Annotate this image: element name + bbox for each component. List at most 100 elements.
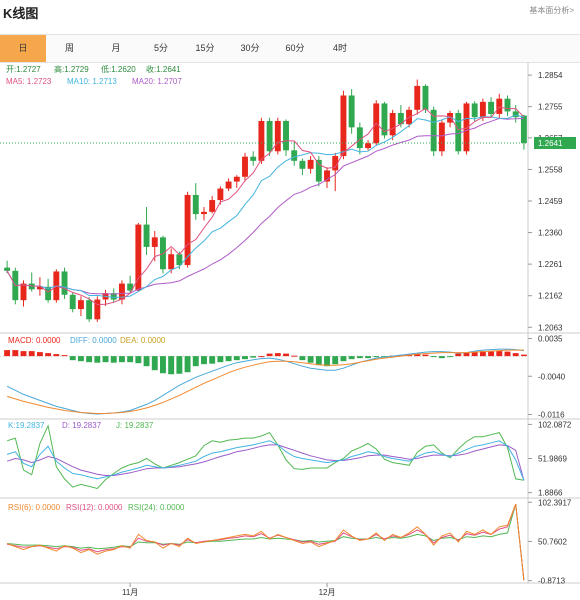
macd-bar bbox=[488, 351, 495, 357]
tab-day[interactable]: 日 bbox=[0, 35, 46, 62]
candle-body bbox=[233, 176, 240, 182]
candle-body bbox=[135, 224, 142, 291]
price-axis-tick-label: 1.2558 bbox=[538, 165, 563, 174]
rsi24-label: RSI(24): 0.0000 bbox=[128, 503, 185, 512]
macd-bar bbox=[69, 356, 76, 361]
candle-body bbox=[488, 101, 495, 114]
candle-body bbox=[242, 156, 248, 177]
price-axis-tick-label: 1.2459 bbox=[538, 197, 563, 206]
macd-bar bbox=[225, 356, 232, 362]
macd-bar bbox=[168, 356, 175, 375]
candle-body bbox=[365, 143, 371, 149]
macd-bar bbox=[471, 352, 478, 357]
tab-60min[interactable]: 60分 bbox=[285, 43, 305, 53]
tab-5min[interactable]: 5分 bbox=[153, 43, 168, 53]
candle-body bbox=[340, 95, 347, 157]
tab-week[interactable]: 周 bbox=[64, 43, 74, 53]
candle-body bbox=[291, 150, 298, 161]
macd-bar bbox=[201, 356, 207, 365]
candle-body bbox=[356, 127, 363, 149]
macd-bar bbox=[274, 353, 281, 357]
candle-body bbox=[86, 300, 93, 320]
macd-bar bbox=[45, 353, 52, 357]
macd-bar bbox=[61, 355, 68, 357]
page-title: K线图 bbox=[3, 6, 39, 21]
candle-body bbox=[168, 254, 175, 270]
macd-bar bbox=[496, 351, 503, 357]
candle-body bbox=[504, 98, 511, 112]
macd-axis-tick-label: -0.0040 bbox=[538, 372, 566, 381]
time-axis-tick-label: 12月 bbox=[319, 588, 336, 597]
j-line bbox=[6, 424, 524, 490]
macd-bar bbox=[135, 356, 142, 364]
macd-bar bbox=[422, 354, 429, 357]
candle-body bbox=[283, 120, 289, 151]
macd-axis-tick-label: 0.0035 bbox=[538, 335, 563, 344]
dea-label: DEA: 0.0000 bbox=[120, 336, 166, 345]
macd-bar bbox=[479, 351, 486, 357]
macd-bar bbox=[291, 355, 298, 357]
ma5-line bbox=[6, 106, 525, 306]
ma10-line bbox=[6, 114, 525, 298]
fundamental-analysis-link[interactable]: 基本面分析> bbox=[529, 6, 574, 15]
candle-body bbox=[127, 283, 134, 291]
candle-body bbox=[45, 286, 52, 301]
macd-bar bbox=[438, 356, 445, 359]
macd-bar bbox=[332, 356, 339, 365]
macd-bar bbox=[160, 356, 166, 374]
tab-30min[interactable]: 30分 bbox=[240, 43, 260, 53]
tab-15min[interactable]: 15分 bbox=[195, 43, 215, 53]
period-tab-bar: 日 周 月 5分 15分 30分 60分 4时 bbox=[0, 34, 580, 63]
macd-bar bbox=[28, 351, 35, 357]
candle-body bbox=[118, 283, 125, 300]
candle-body bbox=[430, 109, 437, 152]
macd-bar bbox=[242, 356, 248, 360]
macd-bar bbox=[299, 356, 306, 361]
candle-body bbox=[266, 120, 273, 152]
current-price-tag bbox=[534, 136, 576, 149]
macd-bar bbox=[110, 356, 117, 363]
macd-bar bbox=[414, 354, 421, 357]
tab-4hour[interactable]: 4时 bbox=[332, 43, 347, 53]
candle-body bbox=[4, 267, 11, 271]
macd-bar bbox=[127, 356, 134, 363]
dif-line bbox=[6, 348, 524, 415]
candle-body bbox=[61, 271, 68, 295]
j-label: J: 19.2837 bbox=[116, 421, 154, 430]
macd-bar bbox=[20, 351, 27, 357]
candle-body bbox=[422, 85, 429, 110]
k-label: K:19.2837 bbox=[8, 421, 45, 430]
macd-bar bbox=[217, 356, 224, 363]
candle-body bbox=[307, 159, 314, 169]
d-label: D: 19.2837 bbox=[62, 421, 102, 430]
candle-body bbox=[471, 103, 478, 118]
macd-bar bbox=[348, 356, 355, 360]
candle-body bbox=[381, 103, 388, 136]
macd-bar bbox=[250, 356, 257, 358]
candle-body bbox=[324, 170, 330, 182]
macd-bar bbox=[266, 353, 273, 357]
candle-body bbox=[389, 113, 396, 136]
kdj-axis-tick-label: 1.8866 bbox=[538, 489, 563, 498]
candle-body bbox=[192, 194, 199, 215]
rsi6-label: RSI(6): 0.0000 bbox=[8, 503, 61, 512]
ma20-line bbox=[6, 117, 524, 295]
candle-body bbox=[414, 85, 421, 110]
price-axis-tick-label: 1.2755 bbox=[538, 103, 563, 112]
macd-bar bbox=[151, 356, 158, 371]
macd-bar bbox=[324, 356, 330, 367]
macd-bar bbox=[12, 350, 19, 357]
macd-bar bbox=[192, 356, 199, 367]
candle-body bbox=[110, 293, 117, 300]
macd-label: MACD: 0.0000 bbox=[8, 336, 61, 345]
candle-body bbox=[176, 254, 183, 266]
macd-bar bbox=[373, 356, 380, 358]
macd-bar bbox=[504, 351, 511, 357]
tab-month[interactable]: 月 bbox=[111, 43, 121, 53]
macd-bar bbox=[365, 356, 371, 359]
macd-bar bbox=[4, 350, 11, 357]
price-axis-tick-label: 1.2854 bbox=[538, 71, 563, 80]
macd-bar bbox=[512, 353, 519, 357]
ma10-label: MA10: 1.2713 bbox=[67, 77, 117, 86]
